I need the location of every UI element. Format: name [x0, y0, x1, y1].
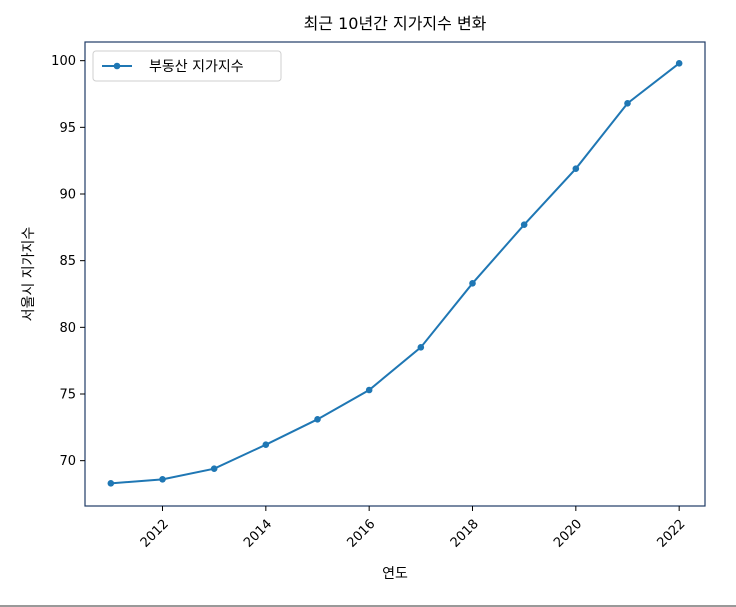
x-axis-label: 연도 — [382, 566, 408, 582]
x-tick-label: 2020 — [551, 517, 585, 551]
data-point-2011 — [107, 480, 115, 487]
plot-area — [107, 60, 683, 487]
y-tick-label: 75 — [59, 388, 76, 403]
bottom-border — [0, 605, 736, 607]
x-tick-label: 2022 — [654, 517, 688, 551]
series-line — [110, 62, 680, 485]
data-point-2021 — [624, 100, 631, 107]
chart-title: 최근 10년간 지가지수 변화 — [304, 14, 487, 33]
data-point-2012 — [159, 476, 166, 483]
x-tick-label: 2014 — [241, 517, 275, 551]
legend: 부동산 지가지수 — [92, 50, 282, 82]
plot-frame — [84, 41, 706, 507]
data-point-2017 — [417, 344, 425, 351]
legend-marker — [113, 62, 121, 70]
x-tick-label: 2012 — [138, 517, 172, 551]
y-tick-label: 100 — [51, 54, 76, 69]
x-tick-label: 2018 — [448, 517, 482, 551]
y-tick-label: 85 — [59, 254, 76, 269]
data-point-2019 — [520, 221, 528, 228]
y-tick-label: 80 — [59, 321, 76, 336]
y-tick-label: 95 — [59, 121, 76, 136]
data-point-2014 — [262, 441, 270, 448]
y-axis-label: 서울시 지가지수 — [21, 227, 37, 322]
legend-label: 부동산 지가지수 — [149, 59, 244, 75]
y-tick-label: 70 — [59, 454, 76, 469]
legend-box — [92, 50, 282, 82]
x-tick-label: 2016 — [344, 517, 378, 551]
data-point-2013 — [210, 465, 218, 472]
y-tick-label: 90 — [59, 188, 76, 203]
y-axis: 70 75 80 85 90 95 100 — [51, 54, 85, 469]
data-point-2015 — [314, 416, 321, 423]
data-point-2016 — [365, 386, 373, 394]
data-point-2020 — [572, 165, 580, 172]
x-axis: 2012 2014 2016 2018 2020 2022 — [138, 506, 688, 551]
data-point-2018 — [469, 280, 476, 287]
data-point-2022 — [675, 60, 683, 67]
